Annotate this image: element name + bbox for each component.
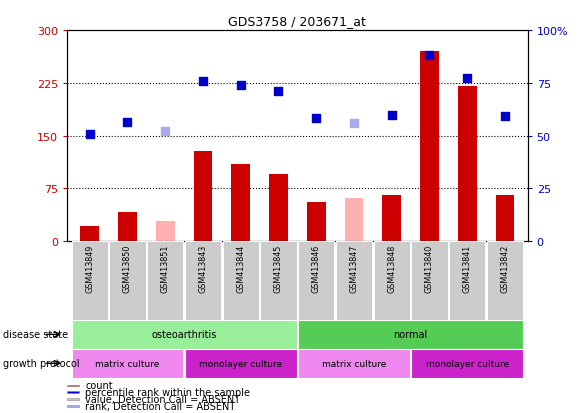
Bar	[412, 349, 523, 378]
Text: GSM413840: GSM413840	[425, 244, 434, 292]
Text: matrix culture: matrix culture	[95, 359, 160, 368]
Bar	[110, 242, 146, 320]
Point	[349, 120, 359, 127]
Bar	[185, 242, 221, 320]
Bar	[412, 242, 448, 320]
Bar	[67, 398, 79, 400]
Text: GSM413850: GSM413850	[123, 244, 132, 292]
Point	[425, 52, 434, 59]
Bar	[67, 392, 79, 393]
Point	[311, 115, 321, 122]
Bar	[307, 203, 326, 242]
Point	[387, 112, 396, 119]
Bar	[420, 52, 439, 242]
Point	[274, 89, 283, 95]
Bar	[449, 242, 485, 320]
Point	[123, 119, 132, 126]
Bar	[487, 242, 523, 320]
Bar	[185, 349, 297, 378]
Bar	[72, 349, 183, 378]
Text: GSM413851: GSM413851	[161, 244, 170, 292]
Bar	[345, 198, 363, 242]
Text: monolayer culture: monolayer culture	[426, 359, 509, 368]
Text: percentile rank within the sample: percentile rank within the sample	[86, 387, 251, 397]
Bar	[496, 196, 514, 242]
Bar	[156, 222, 175, 242]
Bar	[336, 242, 372, 320]
Point	[236, 83, 245, 89]
Text: disease state: disease state	[3, 330, 68, 339]
Point	[462, 76, 472, 82]
Text: count: count	[86, 380, 113, 391]
Bar	[72, 242, 108, 320]
Bar	[298, 349, 410, 378]
Text: GSM413843: GSM413843	[198, 244, 208, 292]
Text: GSM413846: GSM413846	[312, 244, 321, 292]
Text: growth protocol: growth protocol	[3, 358, 79, 368]
Bar	[269, 175, 288, 242]
Text: osteoarthritis: osteoarthritis	[152, 330, 217, 339]
Bar	[261, 242, 297, 320]
Text: normal: normal	[394, 330, 428, 339]
Bar	[223, 242, 259, 320]
Text: GSM413844: GSM413844	[236, 244, 245, 292]
Bar	[298, 242, 334, 320]
Text: matrix culture: matrix culture	[322, 359, 386, 368]
Bar	[118, 212, 137, 242]
Text: GSM413847: GSM413847	[349, 244, 359, 292]
Bar	[231, 164, 250, 242]
Bar	[458, 87, 477, 242]
Title: GDS3758 / 203671_at: GDS3758 / 203671_at	[229, 15, 366, 28]
Text: GSM413842: GSM413842	[500, 244, 510, 292]
Point	[85, 132, 94, 138]
Text: GSM413845: GSM413845	[274, 244, 283, 292]
Bar	[194, 152, 212, 242]
Bar	[67, 385, 79, 387]
Bar	[298, 320, 523, 349]
Point	[500, 113, 510, 120]
Bar	[67, 405, 79, 407]
Text: GSM413849: GSM413849	[85, 244, 94, 292]
Text: GSM413848: GSM413848	[387, 244, 396, 292]
Text: monolayer culture: monolayer culture	[199, 359, 282, 368]
Text: value, Detection Call = ABSENT: value, Detection Call = ABSENT	[86, 394, 241, 404]
Point	[160, 128, 170, 135]
Point	[198, 78, 208, 85]
Bar	[80, 226, 99, 242]
Bar	[382, 196, 401, 242]
Bar	[72, 320, 297, 349]
Bar	[374, 242, 410, 320]
Text: rank, Detection Call = ABSENT: rank, Detection Call = ABSENT	[86, 401, 236, 411]
Bar	[147, 242, 183, 320]
Text: GSM413841: GSM413841	[463, 244, 472, 292]
